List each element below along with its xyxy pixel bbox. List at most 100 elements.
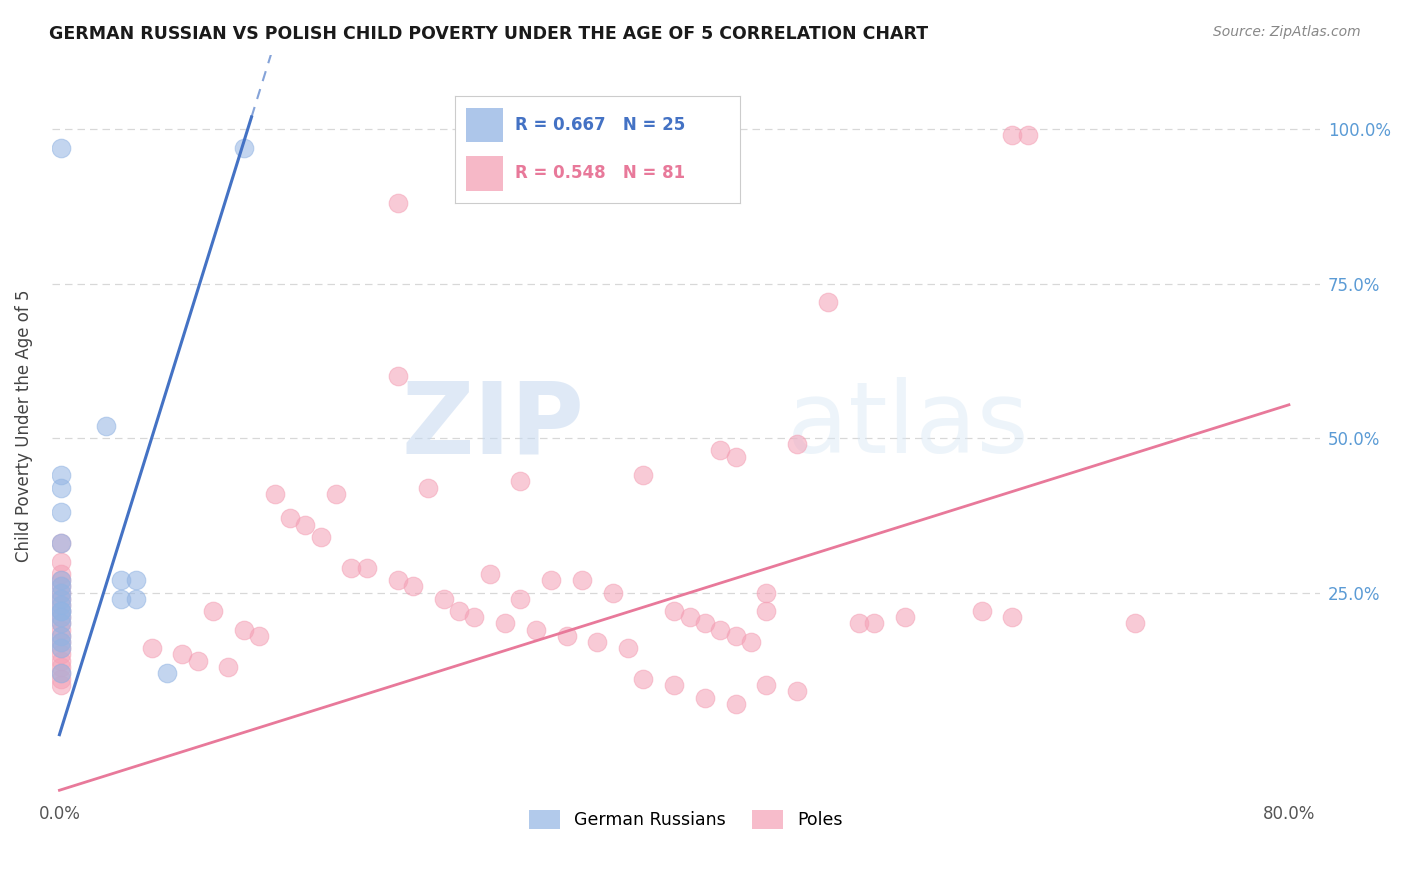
Point xyxy=(863,616,886,631)
Point xyxy=(49,648,72,662)
Point xyxy=(325,487,347,501)
Point xyxy=(709,623,731,637)
Text: atlas: atlas xyxy=(787,377,1029,475)
Text: GERMAN RUSSIAN VS POLISH CHILD POVERTY UNDER THE AGE OF 5 CORRELATION CHART: GERMAN RUSSIAN VS POLISH CHILD POVERTY U… xyxy=(49,25,928,43)
Point xyxy=(786,437,808,451)
Point xyxy=(49,555,72,569)
Point xyxy=(1017,128,1039,143)
Point xyxy=(232,623,254,637)
Point xyxy=(218,659,240,673)
Point xyxy=(49,672,72,686)
Point xyxy=(586,635,609,649)
Point xyxy=(187,654,209,668)
Point xyxy=(478,567,501,582)
Point xyxy=(125,591,148,606)
Point xyxy=(49,659,72,673)
Point xyxy=(524,623,547,637)
Point xyxy=(49,536,72,550)
Point xyxy=(786,684,808,698)
Point xyxy=(49,629,72,643)
Point xyxy=(49,468,72,483)
Point xyxy=(755,604,778,618)
Point xyxy=(463,610,485,624)
Point xyxy=(49,141,72,155)
Point xyxy=(433,591,456,606)
Point xyxy=(571,573,593,587)
Point xyxy=(447,604,470,618)
Point xyxy=(49,616,72,631)
Point xyxy=(817,295,839,310)
Point xyxy=(709,443,731,458)
Point xyxy=(724,697,747,711)
Point xyxy=(49,598,72,612)
Point xyxy=(494,616,516,631)
Point xyxy=(1001,128,1024,143)
Point xyxy=(49,585,72,599)
Point xyxy=(387,196,409,211)
Point xyxy=(540,573,562,587)
Text: ZIP: ZIP xyxy=(401,377,585,475)
Point xyxy=(125,573,148,587)
Point xyxy=(49,665,72,680)
Point xyxy=(49,598,72,612)
Point xyxy=(755,585,778,599)
Point xyxy=(49,579,72,593)
Point xyxy=(755,678,778,692)
Point xyxy=(509,591,531,606)
Point xyxy=(49,610,72,624)
Point xyxy=(893,610,915,624)
Point xyxy=(49,623,72,637)
Point xyxy=(49,629,72,643)
Point xyxy=(418,481,440,495)
Point xyxy=(387,573,409,587)
Point xyxy=(110,591,132,606)
Point xyxy=(356,561,378,575)
Point xyxy=(278,511,301,525)
Point xyxy=(141,641,163,656)
Point xyxy=(49,591,72,606)
Point xyxy=(202,604,225,618)
Point xyxy=(555,629,578,643)
Point xyxy=(664,678,686,692)
Point xyxy=(49,654,72,668)
Point xyxy=(49,610,72,624)
Point xyxy=(724,450,747,464)
Point xyxy=(740,635,762,649)
Point xyxy=(49,481,72,495)
Point xyxy=(49,585,72,599)
Point xyxy=(724,629,747,643)
Point xyxy=(402,579,425,593)
Point xyxy=(263,487,285,501)
Point xyxy=(693,616,716,631)
Point xyxy=(49,678,72,692)
Point xyxy=(49,604,72,618)
Point xyxy=(49,536,72,550)
Point xyxy=(509,475,531,489)
Point xyxy=(848,616,870,631)
Point xyxy=(340,561,363,575)
Point xyxy=(294,517,316,532)
Point xyxy=(633,468,655,483)
Point xyxy=(678,610,700,624)
Point xyxy=(49,641,72,656)
Point xyxy=(602,585,624,599)
Point xyxy=(309,530,332,544)
Point xyxy=(49,635,72,649)
Point xyxy=(49,573,72,587)
Legend: German Russians, Poles: German Russians, Poles xyxy=(522,803,849,836)
Y-axis label: Child Poverty Under the Age of 5: Child Poverty Under the Age of 5 xyxy=(15,290,32,562)
Point xyxy=(49,641,72,656)
Point xyxy=(94,418,117,433)
Point xyxy=(156,665,179,680)
Point xyxy=(49,573,72,587)
Point xyxy=(664,604,686,618)
Point xyxy=(232,141,254,155)
Point xyxy=(172,648,194,662)
Point xyxy=(49,616,72,631)
Point xyxy=(49,604,72,618)
Point xyxy=(247,629,270,643)
Point xyxy=(49,579,72,593)
Point xyxy=(49,665,72,680)
Point xyxy=(49,567,72,582)
Point xyxy=(387,369,409,384)
